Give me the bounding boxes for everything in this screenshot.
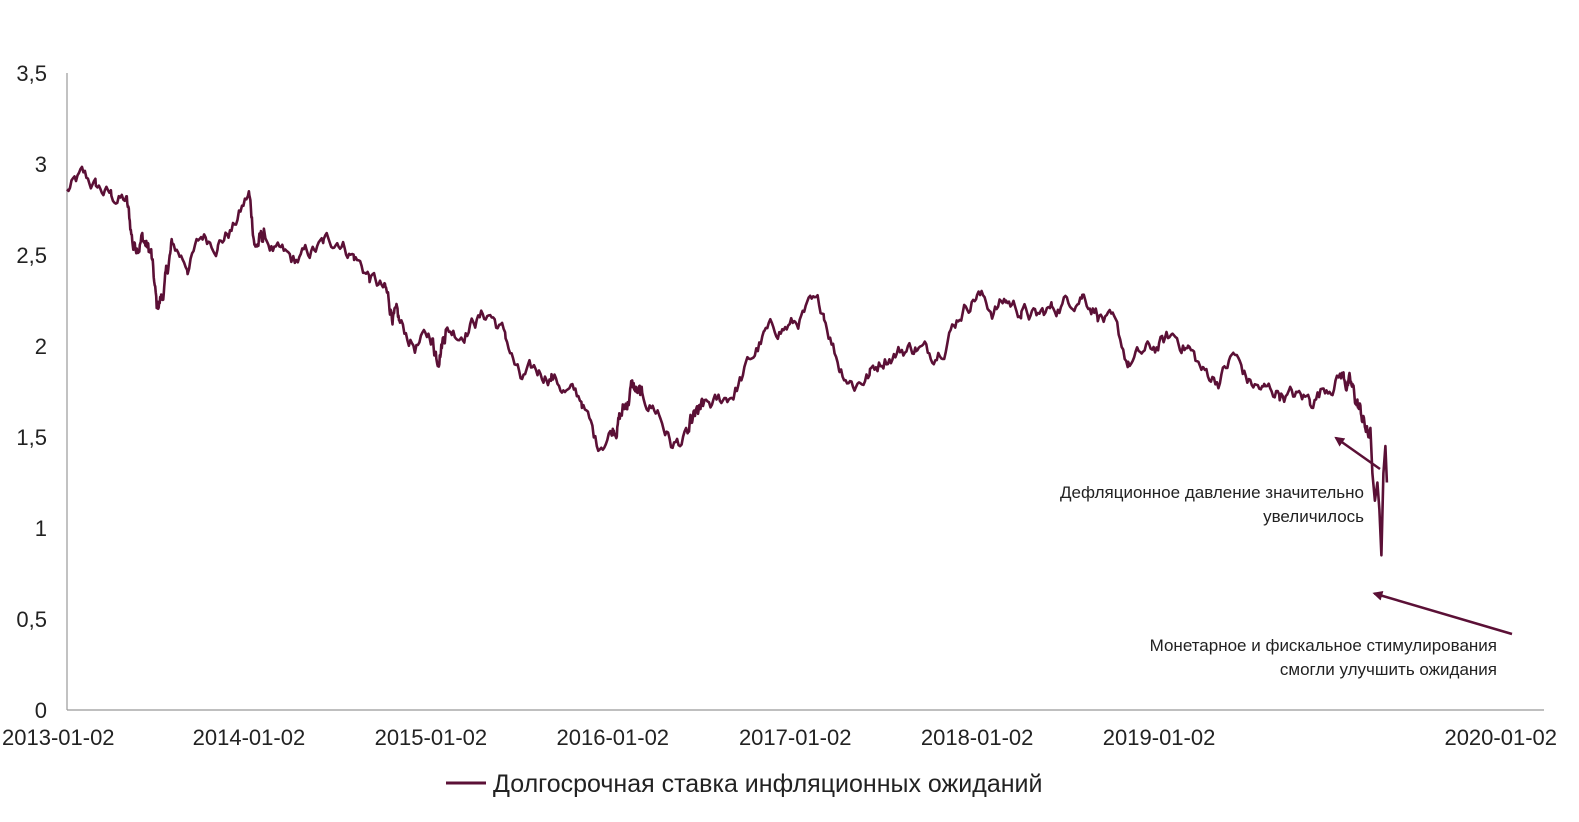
legend-label: Долгосрочная ставка инфляционных ожидани…	[493, 770, 1042, 798]
legend: Долгосрочная ставка инфляционных ожидани…	[446, 770, 1042, 798]
x-tick-label: 2013-01-02	[2, 725, 115, 750]
series-line	[66, 165, 1389, 557]
y-tick-label: 3,5	[16, 61, 47, 86]
annotation-text: увеличилось	[1263, 507, 1364, 526]
x-axis: 2013-01-02 2014-01-02 2015-01-02 2016-01-02…	[2, 709, 1557, 750]
x-tick-label: 2020-01-02	[1444, 725, 1557, 750]
x-tick-label: 2018-01-02	[921, 725, 1034, 750]
y-tick-label: 1,5	[16, 425, 47, 450]
y-tick-label: 3	[35, 152, 47, 177]
y-tick-label: 0	[35, 698, 47, 723]
x-tick-label: 2017-01-02	[739, 725, 852, 750]
annotation-layer: Дефляционное давление значительно увеличи…	[1060, 436, 1513, 679]
x-tick-label: 2016-01-02	[557, 725, 670, 750]
y-tick-label: 1	[35, 516, 47, 541]
y-tick-label: 0,5	[16, 607, 47, 632]
annotation-text: Дефляционное давление значительно	[1060, 483, 1364, 502]
annotation-text: Монетарное и фискальное стимулирования	[1150, 636, 1497, 655]
annotation-arrow	[1372, 590, 1513, 636]
y-tick-label: 2,5	[16, 243, 47, 268]
y-tick-label: 2	[35, 334, 47, 359]
series-layer	[66, 165, 1389, 557]
x-tick-label: 2015-01-02	[375, 725, 488, 750]
x-tick-label: 2014-01-02	[193, 725, 306, 750]
annotation-text: смогли улучшить ожидания	[1280, 660, 1497, 679]
y-axis: 0 0,5 1 1,5 2 2,5 3 3,5	[16, 61, 68, 723]
x-tick-label: 2019-01-02	[1103, 725, 1216, 750]
annotation-arrow	[1334, 436, 1381, 471]
